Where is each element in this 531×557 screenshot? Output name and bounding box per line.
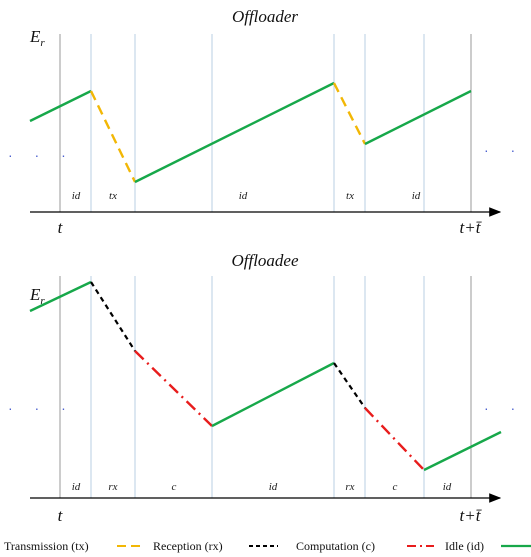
segment-label: rx (345, 481, 354, 493)
legend-item-transmission: Transmission (tx) (4, 539, 143, 553)
reception-segment (90, 281, 136, 352)
offloadee-t-end: t+t̄ (460, 506, 483, 525)
offloader-energy-curve (29, 81, 472, 184)
legend-label: Transmission (tx) (4, 539, 89, 553)
idle-segment (134, 81, 335, 184)
offloadee-panel: Offloadee Er id rx c id rx (8, 251, 531, 525)
segment-label: rx (108, 481, 117, 493)
reception-segment (333, 362, 366, 409)
segment-label: id (269, 481, 278, 493)
legend-item-computation: Computation (c) (296, 539, 434, 553)
idle-segment (423, 430, 502, 472)
offloader-t-start: t (58, 218, 64, 237)
legend-item-reception: Reception (rx) (153, 539, 278, 553)
offloadee-left-ellipsis: · · · (8, 400, 75, 416)
offloader-segment-labels: id tx id tx id (72, 190, 421, 202)
computation-segment (134, 350, 213, 427)
segment-label: id (72, 481, 81, 493)
legend-label: Computation (c) (296, 539, 375, 553)
legend: Transmission (tx) Reception (rx) Computa… (4, 539, 531, 553)
legend-label: Reception (rx) (153, 539, 223, 553)
offloadee-gridlines (59, 276, 472, 498)
transmission-segment (89, 90, 137, 183)
computation-segment (364, 407, 425, 471)
legend-label: Idle (id) (445, 539, 484, 553)
offloader-panel: Offloader Er id tx id (8, 7, 531, 237)
segment-label: id (412, 190, 421, 202)
offloadee-right-ellipsis: · · · (484, 400, 531, 416)
transmission-segment (332, 82, 367, 145)
offloadee-title: Offloadee (231, 251, 298, 270)
offloadee-t-start: t (58, 506, 64, 525)
idle-segment (364, 89, 472, 146)
segment-label: c (393, 481, 398, 493)
segment-label: tx (109, 190, 117, 202)
offloader-gridlines (59, 34, 472, 212)
offloadee-segment-labels: id rx c id rx c id (72, 481, 452, 493)
offloader-left-ellipsis: · · · (8, 147, 75, 163)
idle-segment (29, 280, 92, 313)
legend-item-idle: Idle (id) (445, 539, 531, 553)
segment-label: tx (346, 190, 354, 202)
idle-segment (29, 89, 92, 123)
offloader-right-ellipsis: · · · (484, 142, 531, 158)
segment-label: id (72, 190, 81, 202)
idle-segment (211, 361, 335, 428)
offloader-y-label: Er (29, 27, 45, 49)
segment-label: id (443, 481, 452, 493)
offloader-title: Offloader (232, 7, 298, 26)
offloader-t-end: t+t̄ (460, 218, 483, 237)
offloadee-energy-curve (29, 280, 502, 472)
offloadee-y-label: Er (29, 285, 45, 307)
segment-label: id (239, 190, 248, 202)
segment-label: c (172, 481, 177, 493)
